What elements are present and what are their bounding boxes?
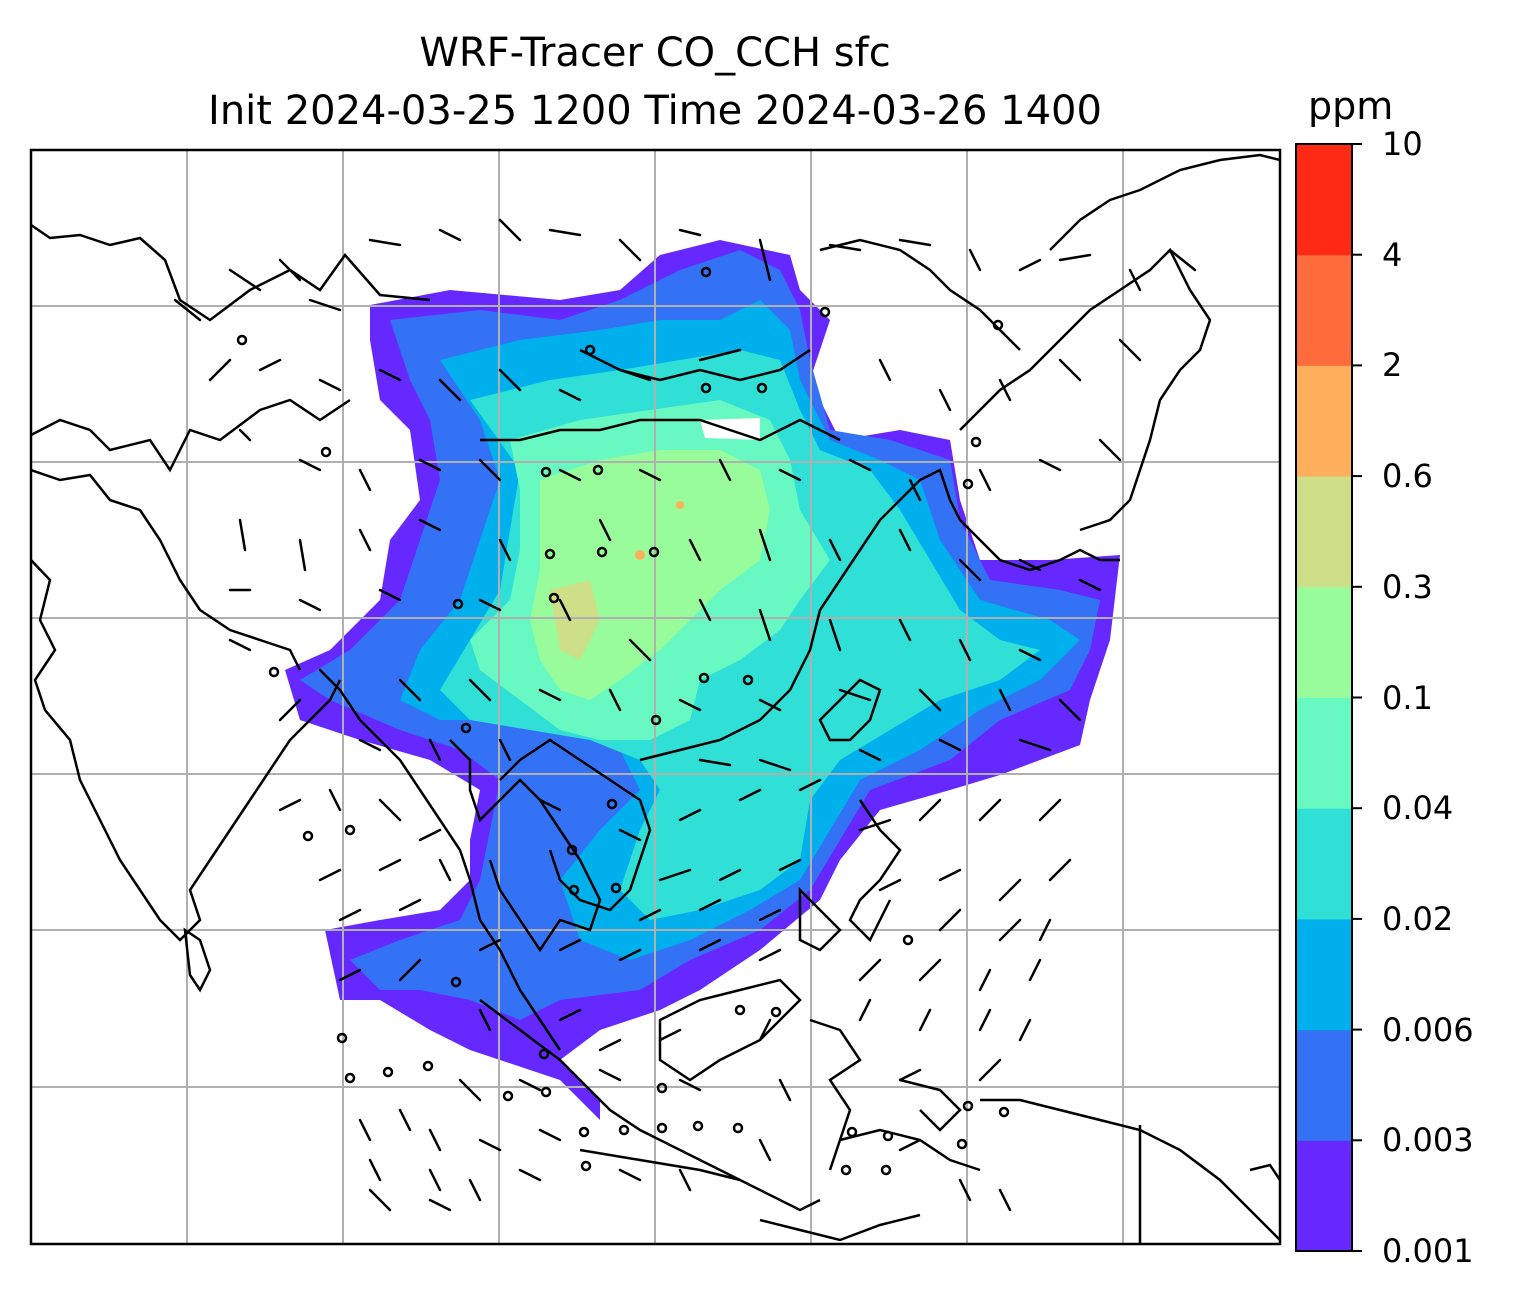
colorbar-segment [1296,365,1352,477]
colorbar-tick-label: 0.006 [1382,1010,1474,1049]
tracer-concentration-fill [285,240,1120,1120]
colorbar [1296,143,1362,1252]
colorbar-tick-label: 10 [1382,125,1423,163]
field-03 [550,580,600,660]
field-06 [635,550,645,560]
colorbar-segment [1296,586,1352,698]
map-frame [29,148,1282,1246]
colorbar-segment [1296,476,1352,588]
colorbar-tick-label: 0.04 [1382,789,1454,828]
colorbar-tick-label: 4 [1382,235,1403,274]
colorbar-unit-label: ppm [1308,84,1394,128]
colorbar-frame [1295,143,1353,1252]
colorbar-segment [1296,918,1352,1031]
lat-lon-grid [31,150,1280,1244]
colorbar-segment [1296,1029,1352,1141]
colorbar-segment [1296,144,1352,256]
colorbar-tick-label: 0.001 [1382,1232,1474,1270]
colorbar-segment [1296,808,1352,920]
colorbar-tick-label: 0.6 [1382,457,1433,496]
colorbar-tick-label: 0.1 [1382,678,1433,717]
map-panel [31,150,1280,1244]
colorbar-tick-label: 0.3 [1382,567,1433,606]
calm-station-markers [236,266,1010,1176]
colorbar-segment [1296,1140,1352,1252]
colorbar-tick-label: 0.003 [1382,1121,1474,1160]
colorbar-segment [1296,254,1352,366]
wind-barbs [173,218,1197,1212]
colorbar-segment [1296,697,1352,809]
colorbar-tick-label: 2 [1382,346,1403,385]
map-title-line2: Init 2024-03-25 1200 Time 2024-03-26 140… [208,88,1102,134]
map-title-line1: WRF-Tracer CO_CCH sfc [419,30,891,76]
colorbar-tick-label: 0.02 [1382,899,1454,938]
